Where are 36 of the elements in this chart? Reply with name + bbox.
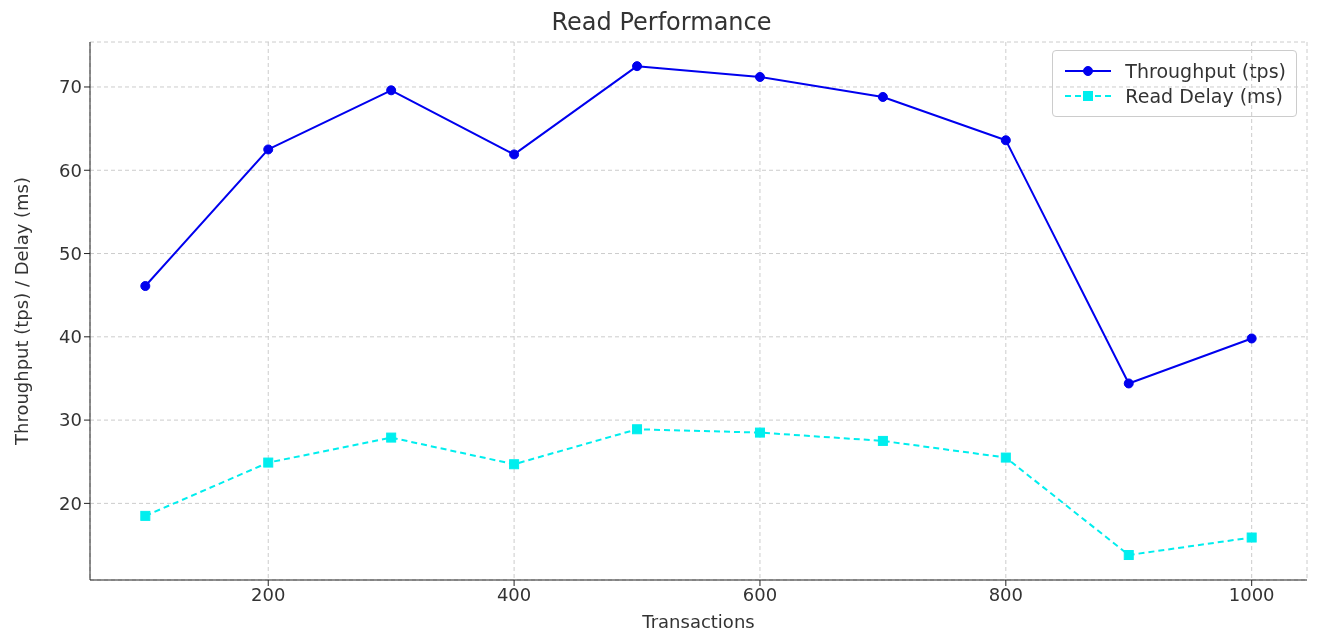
point [1246,333,1257,344]
x-tick-label: 200 [251,583,286,605]
point [509,149,520,160]
point [263,144,274,155]
point [1123,378,1134,389]
point [140,510,151,521]
point [632,424,643,435]
y-tick-label: 20 [59,492,82,514]
point [263,457,274,468]
point [1000,452,1011,463]
y-tick-label: 50 [59,242,82,264]
x-tick-label: 600 [742,583,778,605]
y-tick-label: 70 [59,76,82,98]
legend-label: Read Delay (ms) [1125,85,1283,107]
x-tick-label: 400 [496,583,532,605]
x-tick-label: 1000 [1228,583,1275,605]
y-tick-label: 40 [59,326,82,348]
y-axis-title: Throughput (tps) / Delay (ms) [11,177,33,446]
point [877,91,888,102]
y-tick-label: 60 [59,159,82,181]
x-tick-label: 800 [988,583,1023,605]
point [1246,532,1257,543]
point [754,427,765,438]
legend-label: Throughput (tps) [1125,60,1286,82]
point [509,459,520,470]
point [877,435,888,446]
y-tick-label: 30 [59,409,82,431]
point [1000,135,1011,146]
point [754,71,765,82]
point [386,432,397,443]
point [140,281,151,292]
x-axis-title: Transactions [641,611,755,632]
point [632,61,643,72]
chart-title: Read Performance [550,8,773,38]
point [386,85,397,96]
point [1123,550,1134,561]
